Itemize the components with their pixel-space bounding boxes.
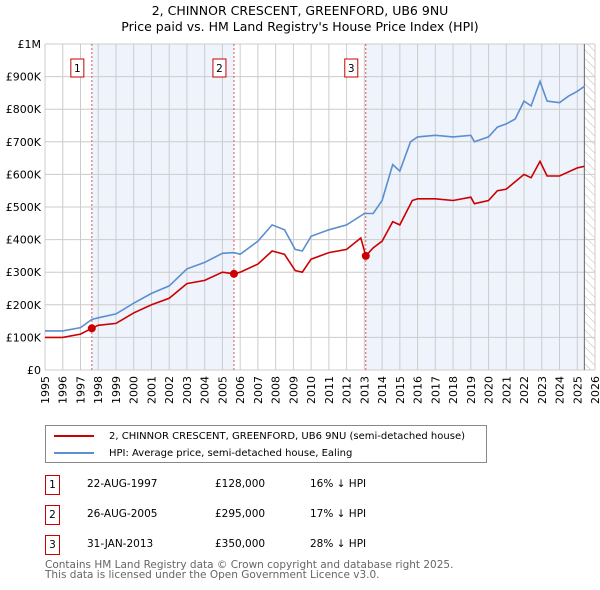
sale-price: £295,000 bbox=[215, 508, 266, 520]
sale-delta: 17% ↓ HPI bbox=[310, 508, 367, 520]
x-tick-label: 2018 bbox=[447, 376, 460, 404]
footer-line: This data is licensed under the Open Gov… bbox=[45, 569, 380, 581]
x-tick-label: 2020 bbox=[483, 376, 496, 404]
x-tick-label: 2014 bbox=[376, 376, 389, 404]
sale-point bbox=[87, 324, 96, 333]
legend-label: HPI: Average price, semi-detached house,… bbox=[109, 447, 353, 459]
x-tick-label: 2013 bbox=[358, 376, 371, 404]
y-tick-label: £1M bbox=[18, 38, 42, 51]
x-tick-label: 1999 bbox=[110, 376, 123, 404]
footer-line: Contains HM Land Registry data © Crown c… bbox=[45, 559, 454, 571]
y-tick-label: £100K bbox=[6, 331, 42, 344]
legend-item-property: 2, CHINNOR CRESCENT, GREENFORD, UB6 9NU … bbox=[54, 428, 465, 444]
sale-label: 1 bbox=[74, 63, 81, 75]
sale-label: 2 bbox=[216, 63, 223, 75]
sale-price: £350,000 bbox=[215, 538, 266, 550]
plot-area: 1995 1996 1997 1998 1999 2000 2001 2002 2003 2004… bbox=[6, 38, 600, 404]
x-tick-label: 2004 bbox=[199, 376, 212, 404]
legend-item-hpi: HPI: Average price, semi-detached house,… bbox=[54, 445, 352, 461]
sale-date: 31-JAN-2013 bbox=[87, 538, 154, 550]
hpi-line bbox=[45, 79, 585, 332]
legend-swatch bbox=[54, 452, 94, 454]
y-tick-label: £600K bbox=[6, 168, 42, 181]
y-tick-label: £0 bbox=[27, 364, 41, 377]
x-tick-label: 2021 bbox=[500, 376, 513, 404]
x-tick-label: 2006 bbox=[234, 376, 247, 404]
sale-label: 3 bbox=[348, 63, 355, 75]
y-tick-label: £900K bbox=[6, 71, 42, 84]
sale-label-box bbox=[70, 58, 85, 78]
sale-row: 3 31-JAN-2013 £350,000 28% ↓ HPI bbox=[45, 535, 445, 555]
sale-price: £128,000 bbox=[215, 478, 266, 490]
legend-label: 2, CHINNOR CRESCENT, GREENFORD, UB6 9NU … bbox=[109, 430, 465, 442]
x-tick-label: 2024 bbox=[554, 376, 567, 404]
y-tick-label: £800K bbox=[6, 103, 42, 116]
y-tick-label: £300K bbox=[6, 266, 42, 279]
x-tick-label: 2019 bbox=[465, 376, 478, 404]
x-tick-label: 2009 bbox=[287, 376, 300, 404]
chart-title: 2, CHINNOR CRESCENT, GREENFORD, UB6 9NU … bbox=[0, 3, 600, 35]
x-tick-label: 1996 bbox=[57, 376, 70, 404]
x-tick-label: 2017 bbox=[429, 376, 442, 404]
x-tick-label: 2016 bbox=[412, 376, 425, 404]
x-tick-label: 2025 bbox=[571, 376, 584, 404]
x-tick-label: 2000 bbox=[128, 376, 141, 404]
sale-marker-label: 1 bbox=[45, 475, 60, 495]
x-tick-label: 2026 bbox=[589, 376, 600, 404]
sale-row: 2 26-AUG-2005 £295,000 17% ↓ HPI bbox=[45, 505, 445, 525]
sale-date: 22-AUG-1997 bbox=[87, 478, 158, 490]
y-tick-label: £500K bbox=[6, 201, 42, 214]
x-tick-label: 1998 bbox=[92, 376, 105, 404]
x-tick-label: 2003 bbox=[181, 376, 194, 404]
y-tick-label: £400K bbox=[6, 234, 42, 247]
title-line: 2, CHINNOR CRESCENT, GREENFORD, UB6 9NU bbox=[151, 3, 449, 18]
sale-label-box bbox=[212, 58, 227, 78]
x-tick-label: 1997 bbox=[74, 376, 87, 404]
x-tick-label: 2010 bbox=[305, 376, 318, 404]
sale-marker-label: 3 bbox=[45, 535, 60, 555]
x-tick-label: 2011 bbox=[323, 376, 336, 404]
x-tick-label: 2015 bbox=[394, 376, 407, 404]
sale-point bbox=[361, 251, 370, 260]
x-tick-label: 2023 bbox=[536, 376, 549, 404]
subtitle-line: Price paid vs. HM Land Registry's House … bbox=[121, 19, 479, 34]
x-tick-label: 2002 bbox=[163, 376, 176, 404]
footer: Contains HM Land Registry data © Crown c… bbox=[45, 559, 454, 581]
x-tick-label: 2022 bbox=[518, 376, 531, 404]
sale-point bbox=[229, 269, 238, 278]
x-tick-label: 2001 bbox=[145, 376, 158, 404]
sale-marker-label: 2 bbox=[45, 505, 60, 525]
x-tick-label: 2005 bbox=[216, 376, 229, 404]
sale-row: 1 22-AUG-1997 £128,000 16% ↓ HPI bbox=[45, 475, 445, 495]
y-tick-label: £700K bbox=[6, 136, 42, 149]
x-tick-label: 2007 bbox=[252, 376, 265, 404]
price-paid-line bbox=[45, 159, 585, 339]
x-tick-label: 2012 bbox=[341, 376, 354, 404]
x-tick-label: 2008 bbox=[270, 376, 283, 404]
sale-delta: 16% ↓ HPI bbox=[310, 478, 367, 490]
sale-label-box bbox=[344, 58, 359, 78]
sale-delta: 28% ↓ HPI bbox=[310, 538, 367, 550]
y-tick-label: £200K bbox=[6, 299, 42, 312]
sale-date: 26-AUG-2005 bbox=[87, 508, 158, 520]
legend-swatch bbox=[54, 435, 94, 437]
legend: 2, CHINNOR CRESCENT, GREENFORD, UB6 9NU … bbox=[45, 425, 487, 463]
x-tick-label: 1995 bbox=[39, 376, 52, 404]
